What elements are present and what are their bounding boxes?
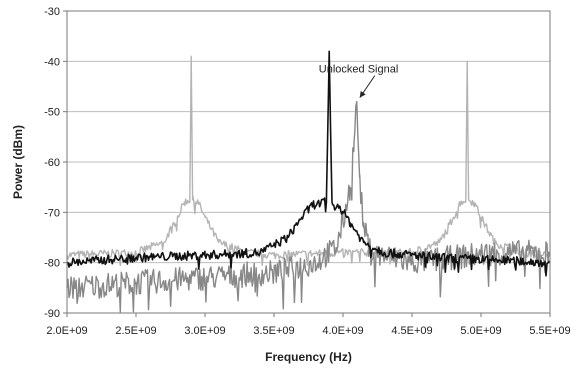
series-line-0 [66,55,551,267]
x-axis-ticks: 2.0E+09 2.5E+09 3.0E+09 3.5E+09 4.0E+09 4.5E+… [46,313,571,337]
series-line-1 [66,100,551,313]
unlocked-signal-arrowhead [359,90,366,98]
x-tick-label-0: 2.0E+09 [46,325,87,337]
y-axis-title: Power (dBm) [11,125,25,199]
y-tick-label-0: -90 [44,308,60,320]
y-axis-ticks: -90 -80 -70 -60 -50 -40 -30 [44,6,67,320]
x-tick-label-4: 4.0E+09 [322,325,363,337]
x-tick-label-3: 3.5E+09 [253,325,294,337]
x-tick-label-5: 4.5E+09 [391,325,432,337]
x-tick-label-7: 5.5E+09 [529,325,570,337]
y-tick-label-2: -70 [44,207,60,219]
series-line-2 [66,50,551,277]
x-tick-label-6: 5.0E+09 [460,325,501,337]
series-group [66,50,551,313]
unlocked-signal-label: Unlocked Signal [319,64,399,76]
x-tick-label-2: 3.0E+09 [184,325,225,337]
y-tick-label-4: -50 [44,107,60,119]
x-tick-label-1: 2.5E+09 [115,325,156,337]
y-tick-label-1: -80 [44,258,60,270]
y-tick-label-5: -40 [44,56,60,68]
y-tick-label-3: -60 [44,157,60,169]
x-axis-title: Frequency (Hz) [265,350,352,364]
y-tick-label-6: -30 [44,6,60,18]
